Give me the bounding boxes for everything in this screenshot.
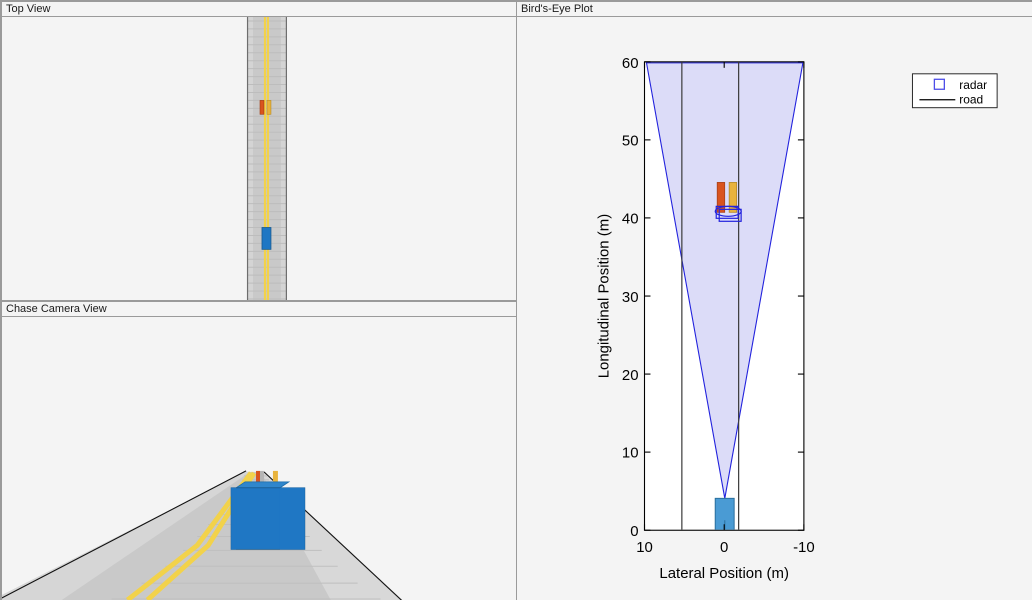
x-tick-10: 10 xyxy=(636,539,653,556)
birds-eye-plot: 60 50 40 30 20 10 0 xyxy=(517,17,1032,600)
x-tick-neg10: -10 xyxy=(793,539,815,556)
legend-label-road[interactable]: road xyxy=(959,93,983,107)
radar-detections xyxy=(714,205,742,222)
y-tick-40: 40 xyxy=(622,210,639,227)
top-view-targets xyxy=(259,100,272,115)
panel-top-view-title: Top View xyxy=(2,2,516,17)
y-axis-tick-labels: 60 50 40 30 20 10 0 xyxy=(622,55,639,540)
panel-birds-eye-plot: Bird's-Eye Plot xyxy=(516,1,1032,600)
y-tick-60: 60 xyxy=(622,55,639,72)
target-vehicle-orange xyxy=(259,100,265,115)
y-tick-30: 30 xyxy=(622,289,639,306)
x-axis-tick-labels: 10 0 -10 xyxy=(636,539,814,556)
legend-marker-radar-icon xyxy=(933,78,945,90)
y-tick-20: 20 xyxy=(622,367,639,384)
panel-top-view: Top View xyxy=(1,1,517,301)
target-vehicle-shadow xyxy=(259,470,264,484)
road-shoulder-left xyxy=(247,17,254,300)
x-tick-0: 0 xyxy=(720,539,728,556)
target-vehicle-orange xyxy=(256,470,260,484)
chase-targets xyxy=(256,470,278,484)
y-tick-50: 50 xyxy=(622,133,639,150)
legend-box xyxy=(911,73,998,109)
panel-birds-eye-plot-body: 60 50 40 30 20 10 0 xyxy=(517,17,1032,600)
target-vehicle-yellow xyxy=(728,182,738,213)
target-vehicle-orange xyxy=(716,182,726,213)
top-view-scene xyxy=(2,17,516,300)
chase-camera-scene xyxy=(2,317,516,600)
lane-marking-double-yellow xyxy=(263,17,270,300)
ego-vehicle-roof xyxy=(234,481,291,489)
road-edge-left xyxy=(2,470,247,599)
ego-vehicle-left-edge xyxy=(231,487,237,550)
legend[interactable]: radar road xyxy=(911,73,998,109)
ego-vehicle xyxy=(230,481,306,550)
legend-label-radar[interactable]: radar xyxy=(959,78,987,92)
y-axis-ticks xyxy=(644,61,804,531)
y-tick-10: 10 xyxy=(622,444,639,461)
ego-vehicle xyxy=(714,497,735,530)
panel-chase-camera: Chase Camera View xyxy=(1,301,517,600)
ego-vehicle xyxy=(261,227,272,250)
target-vehicle-yellow xyxy=(272,470,278,484)
ego-vehicle-right-edge xyxy=(279,487,305,550)
road-edge-lines xyxy=(246,17,287,300)
road-shoulder-left xyxy=(2,471,251,600)
panel-top-view-body xyxy=(2,17,516,300)
road-shoulder-right xyxy=(280,17,287,300)
panel-birds-eye-plot-title: Bird's-Eye Plot xyxy=(517,2,1032,17)
x-axis-label: Lateral Position (m) xyxy=(659,565,789,582)
radar-detection-box-2 xyxy=(718,208,742,222)
panel-chase-camera-body xyxy=(2,317,516,600)
y-axis-label: Longitudinal Position (m) xyxy=(596,214,613,378)
target-vehicle-yellow xyxy=(266,100,272,115)
panel-chase-camera-title: Chase Camera View xyxy=(2,302,516,317)
y-tick-0: 0 xyxy=(630,523,638,540)
x-axis-ticks xyxy=(643,61,805,531)
